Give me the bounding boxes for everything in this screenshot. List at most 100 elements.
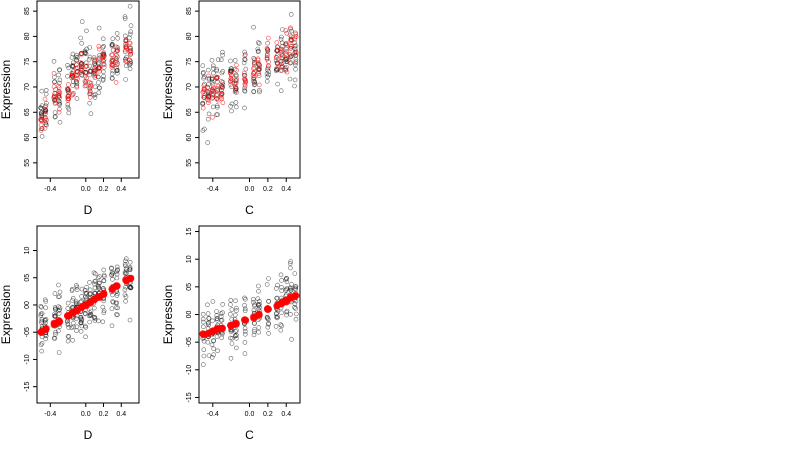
x-axis-label: C bbox=[245, 203, 254, 217]
fitted-point bbox=[83, 83, 89, 88]
y-axis-label: Expression bbox=[161, 60, 175, 119]
data-point bbox=[43, 320, 48, 326]
data-point bbox=[229, 316, 234, 322]
data-point bbox=[88, 111, 94, 116]
data-point bbox=[241, 60, 247, 66]
fitted-point bbox=[42, 114, 48, 120]
data-point bbox=[52, 311, 57, 317]
data-point bbox=[87, 100, 92, 106]
data-point bbox=[251, 307, 257, 313]
data-point bbox=[114, 65, 119, 71]
data-point bbox=[265, 316, 271, 322]
data-point bbox=[65, 338, 71, 344]
fitted-point bbox=[128, 51, 134, 57]
data-point bbox=[292, 62, 298, 68]
data-point bbox=[38, 311, 44, 317]
fitted-point bbox=[274, 65, 280, 71]
data-point bbox=[123, 284, 128, 290]
data-point bbox=[78, 328, 84, 334]
fitted-point bbox=[84, 63, 89, 69]
data-point bbox=[242, 49, 247, 55]
data-point bbox=[109, 71, 115, 76]
data-point bbox=[214, 334, 220, 340]
data-point bbox=[110, 277, 115, 282]
data-point bbox=[52, 110, 58, 115]
data-point bbox=[200, 100, 205, 106]
data-point bbox=[252, 321, 257, 326]
fitted-point bbox=[52, 97, 58, 103]
data-point bbox=[220, 49, 225, 55]
data-point bbox=[56, 72, 61, 78]
x-tick-label: -0.4 bbox=[207, 186, 219, 193]
fitted-point bbox=[284, 69, 290, 75]
data-point bbox=[115, 291, 120, 296]
fitted-point bbox=[293, 50, 299, 55]
data-point bbox=[210, 104, 216, 110]
fitted-point bbox=[219, 79, 224, 84]
fitted-point bbox=[123, 38, 128, 43]
data-point bbox=[92, 279, 97, 284]
data-point bbox=[210, 299, 216, 304]
fitted-point bbox=[287, 32, 293, 38]
y-tick-label: 65 bbox=[24, 108, 31, 116]
fitted-point bbox=[218, 85, 224, 90]
data-point bbox=[242, 326, 248, 331]
data-point bbox=[209, 355, 215, 360]
data-point bbox=[114, 275, 120, 281]
data-point bbox=[233, 87, 238, 93]
data-point bbox=[243, 296, 248, 302]
data-point bbox=[110, 299, 116, 305]
fitted-point bbox=[206, 98, 212, 103]
point-layer bbox=[199, 259, 300, 367]
fitted-point bbox=[114, 46, 120, 52]
fitted-point bbox=[200, 105, 206, 111]
data-point bbox=[264, 282, 270, 287]
data-point bbox=[70, 79, 76, 84]
data-point bbox=[279, 34, 284, 40]
data-point bbox=[243, 329, 248, 334]
data-point bbox=[205, 302, 210, 308]
data-point bbox=[109, 272, 114, 278]
fitted-point bbox=[234, 62, 239, 68]
fitted-point bbox=[214, 76, 219, 81]
fitted-point bbox=[278, 46, 284, 52]
data-point bbox=[211, 346, 216, 352]
data-point bbox=[273, 324, 279, 329]
data-point bbox=[211, 70, 216, 76]
data-point bbox=[74, 316, 79, 321]
data-point bbox=[109, 265, 114, 271]
data-point bbox=[74, 52, 79, 58]
fitted-point bbox=[278, 59, 284, 65]
data-point bbox=[87, 287, 93, 293]
data-point bbox=[87, 56, 92, 62]
data-point bbox=[205, 140, 210, 145]
fitted-point bbox=[42, 126, 48, 131]
data-point bbox=[114, 300, 120, 306]
data-point bbox=[289, 281, 294, 287]
y-tick-label: 70 bbox=[24, 83, 31, 91]
data-point bbox=[211, 352, 216, 358]
fitted-point bbox=[100, 53, 105, 58]
data-point bbox=[87, 280, 92, 285]
data-point bbox=[127, 317, 133, 323]
data-point bbox=[256, 325, 262, 330]
fitted-point bbox=[42, 326, 50, 333]
data-point bbox=[53, 329, 58, 335]
data-point bbox=[273, 68, 279, 73]
data-point bbox=[220, 302, 225, 307]
data-point bbox=[275, 81, 280, 87]
fitted-point bbox=[52, 91, 58, 96]
fitted-point bbox=[251, 66, 256, 72]
data-point bbox=[43, 305, 49, 311]
data-point bbox=[256, 329, 261, 335]
data-point bbox=[214, 309, 219, 314]
data-point bbox=[234, 345, 239, 351]
data-point bbox=[266, 299, 272, 304]
data-point bbox=[288, 259, 294, 264]
data-point bbox=[73, 301, 79, 307]
fitted-point bbox=[124, 46, 129, 51]
data-point bbox=[66, 110, 72, 116]
data-point bbox=[66, 325, 71, 330]
data-point bbox=[232, 58, 238, 63]
data-point bbox=[96, 318, 101, 324]
